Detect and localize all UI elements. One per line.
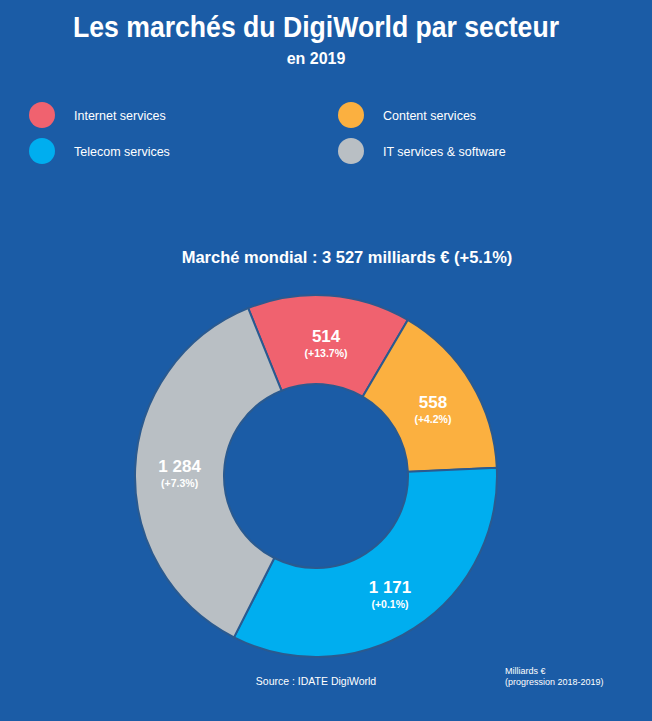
growth-label: (+7.3%): [161, 477, 198, 489]
subtitle: en 2019: [287, 50, 346, 67]
legend-label: Internet services: [74, 109, 166, 123]
legend-swatch: [338, 102, 364, 128]
value-label: 558: [419, 393, 447, 412]
legend-label: Content services: [383, 109, 476, 123]
value-label: 1 284: [158, 457, 201, 476]
slice-labels: 514(+13.7%) 558(+4.2%) 1 171(+0.1%) 1 284(+…: [158, 327, 451, 610]
value-label: 514: [312, 327, 341, 346]
unit-note: (progression 2018-2019): [505, 677, 604, 687]
growth-label: (+4.2%): [414, 413, 451, 425]
slice: [135, 308, 282, 637]
slice: [234, 468, 497, 657]
unit-note: Milliards €: [505, 666, 546, 676]
background: [0, 0, 652, 721]
legend-swatch: [29, 138, 55, 164]
slice: [363, 320, 497, 472]
value-label: 1 171: [369, 578, 412, 597]
growth-label: (+0.1%): [371, 598, 408, 610]
legend-swatch: [29, 102, 55, 128]
chart: Les marchés du DigiWorld par secteur en 2…: [0, 0, 652, 721]
slices: [135, 295, 497, 657]
legend: Internet services Content services Telecom…: [29, 102, 506, 164]
legend-swatch: [338, 138, 364, 164]
title: Les marchés du DigiWorld par secteur: [73, 11, 559, 43]
total-label: Marché mondial : 3 527 milliards € (+5.1…: [182, 248, 513, 266]
legend-label: Telecom services: [74, 145, 170, 159]
source: Source : IDATE DigiWorld: [256, 675, 377, 687]
legend-label: IT services & software: [383, 145, 506, 159]
growth-label: (+13.7%): [305, 347, 348, 359]
